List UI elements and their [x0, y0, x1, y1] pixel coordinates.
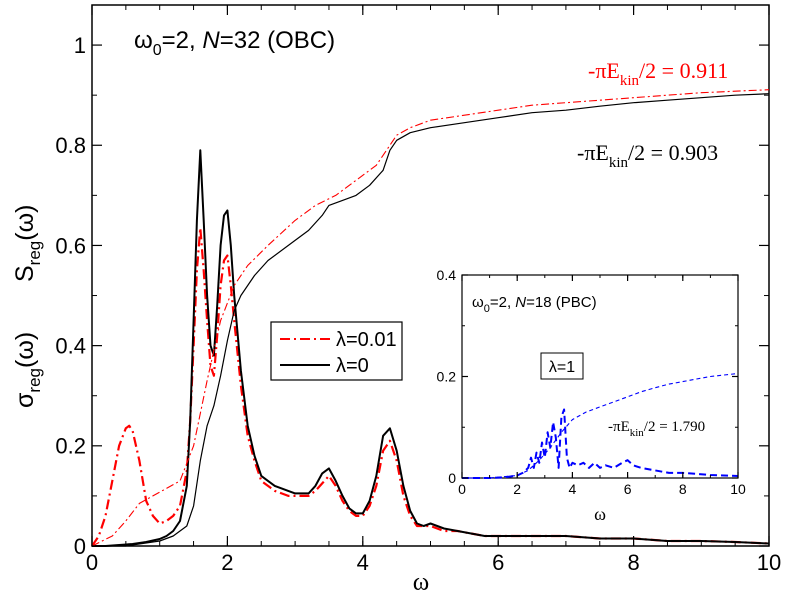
main-ytick-label-2: 0.4 [55, 334, 86, 359]
main-axis-ticks: 0 2 4 6 8 10 0 0.2 0.4 0.6 0.8 1 [55, 5, 781, 575]
main-xtick-label-5: 10 [757, 550, 781, 575]
inset-background [462, 275, 738, 478]
main-title: ω0=2, N=32 (OBC) [134, 27, 335, 59]
inset-xtick-label-5: 10 [730, 481, 746, 497]
inset-ytick-label-0: 0 [448, 470, 456, 486]
inset-ytick-label-2: 0.4 [437, 267, 457, 283]
main-ytick-label-5: 1 [74, 33, 86, 58]
legend-label-lambda-001: λ=0.01 [336, 329, 397, 351]
ylabel-sigma-reg: σreg(ω) [11, 332, 44, 408]
main-xtick-label-2: 4 [357, 550, 369, 575]
inset-xlabel: ω [594, 504, 606, 524]
inset-xtick-label-4: 8 [679, 481, 687, 497]
inset-lambda-box [540, 352, 584, 380]
annotation-ekin-black: -πEkin/2 = 0.903 [577, 140, 718, 171]
ylabel-s-reg: Sreg(ω) [11, 205, 44, 282]
inset-series-sigma_reg-0 [462, 408, 739, 479]
inset-xtick-label-2: 4 [569, 481, 577, 497]
inset-axis-ticks: 0 2 4 6 8 10 0 0.2 0.4 [437, 267, 746, 497]
main-series-S_reg-2 [91, 89, 770, 547]
xlabel: ω [413, 569, 429, 596]
legend: λ=0.01 λ=0 [270, 321, 403, 381]
inset-annotation-ekin: -πEkin/2 = 1.790 [608, 419, 705, 439]
main-ytick-label-1: 0.2 [55, 434, 86, 459]
legend-label-lambda-0: λ=0 [336, 355, 369, 377]
main-xtick-label-0: 0 [86, 550, 98, 575]
main-ytick-label-3: 0.6 [55, 233, 86, 258]
inset-xtick-label-0: 0 [458, 481, 466, 497]
main-ytick-label-4: 0.8 [55, 133, 86, 158]
annotation-ekin-red: -πEkin/2 = 0.911 [588, 58, 728, 89]
main-series-sigma_reg-0 [91, 226, 770, 547]
inset-title: ω0=2, N=18 (PBC) [472, 294, 597, 315]
main-xtick-label-4: 8 [627, 550, 639, 575]
inset-xtick-label-1: 2 [513, 481, 521, 497]
inset-lambda-label: λ=1 [549, 359, 575, 376]
inset-ytick-label-1: 0.2 [437, 369, 457, 385]
legend-box [270, 321, 403, 381]
main-xtick-label-3: 6 [492, 550, 504, 575]
main-series-sigma_reg-1 [92, 149, 770, 547]
main-xtick-label-1: 2 [221, 550, 233, 575]
main-ytick-label-0: 0 [74, 534, 86, 559]
inset-series-group [462, 372, 739, 479]
main-series-group [91, 89, 770, 547]
inset-xtick-label-3: 6 [624, 481, 632, 497]
main-series-S_reg-3 [92, 93, 770, 547]
